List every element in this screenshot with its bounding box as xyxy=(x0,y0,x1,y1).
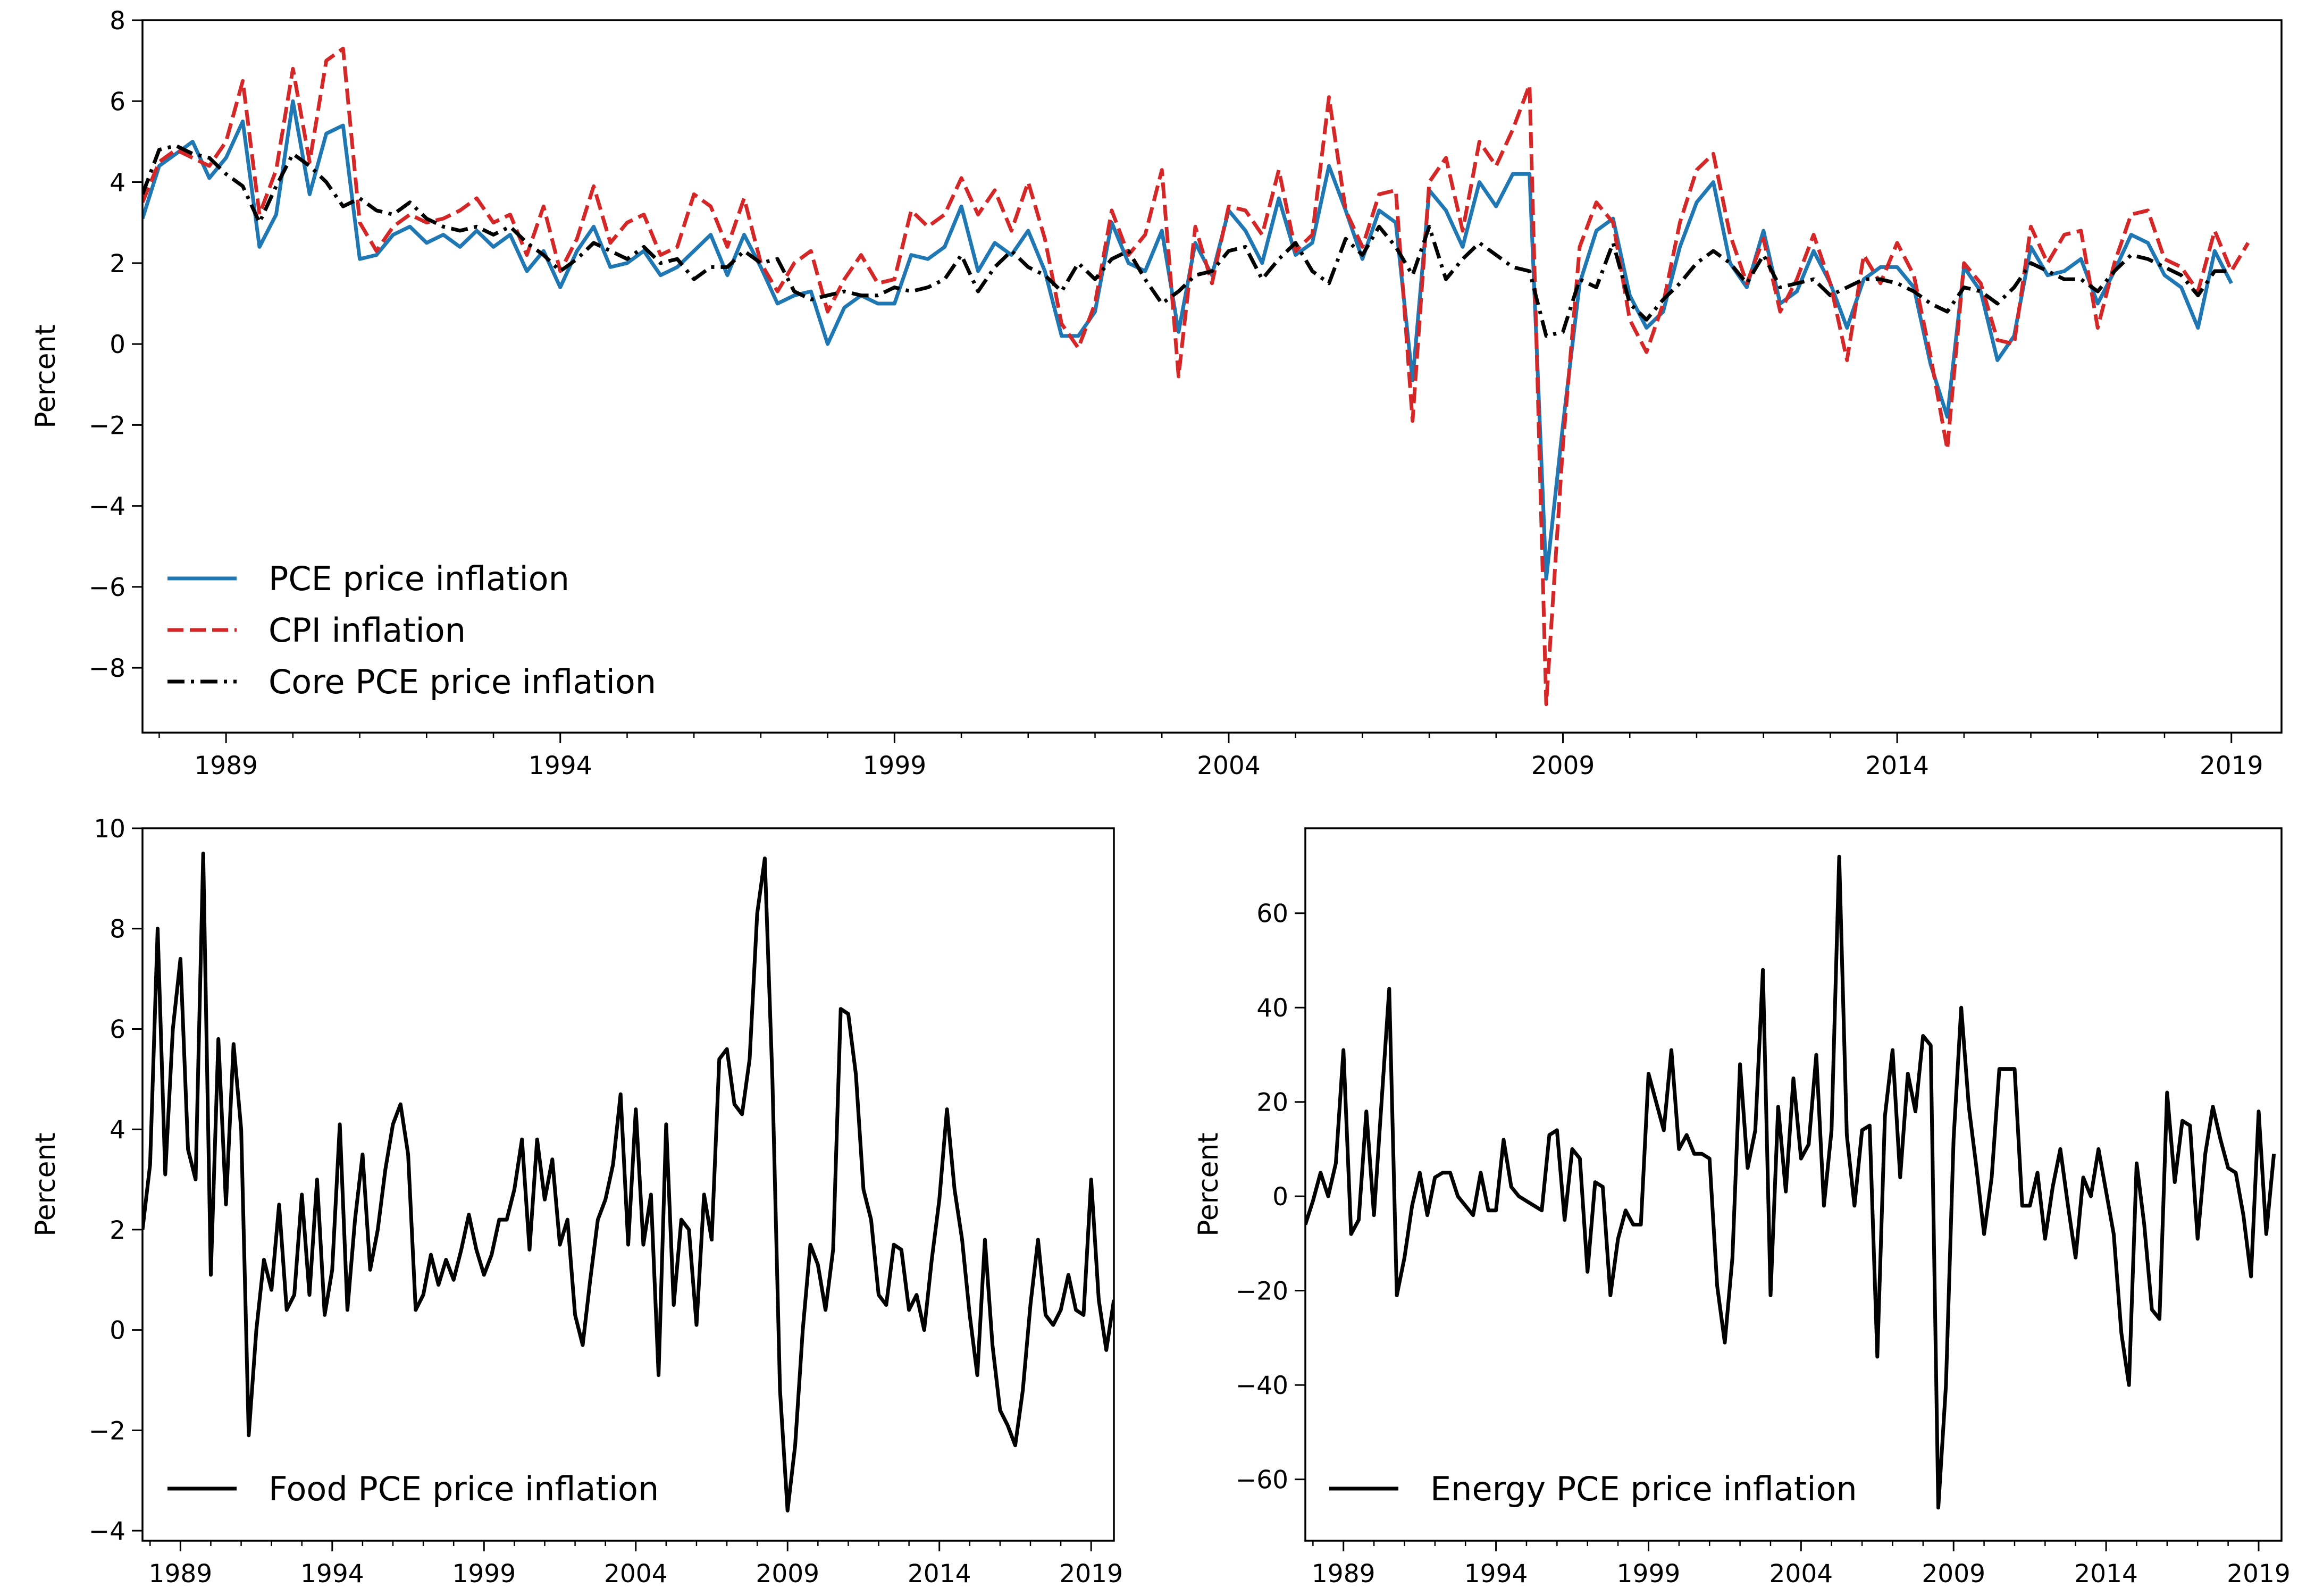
energy-y-tick-label: −40 xyxy=(1236,1371,1288,1400)
energy-legend-label-0: Energy PCE price inflation xyxy=(1430,1469,1857,1508)
top-x-tick-label: 2004 xyxy=(1197,751,1261,780)
energy-y-tick-label: −20 xyxy=(1236,1277,1288,1306)
top-y-tick-label: 4 xyxy=(110,169,125,198)
energy-y-tick-label: −60 xyxy=(1236,1466,1288,1495)
food-x-tick-label: 2009 xyxy=(756,1559,819,1589)
top-x-tick-label: 2019 xyxy=(2200,751,2263,780)
top-legend-label-2: Core PCE price inflation xyxy=(269,662,656,701)
food-y-tick-label: −2 xyxy=(89,1416,125,1446)
top-y-axis-label: Percent xyxy=(30,324,62,429)
food-x-tick-label: 2004 xyxy=(604,1559,668,1589)
top-series-line-0 xyxy=(142,99,2233,581)
energy-x-tick-label: 1994 xyxy=(1464,1559,1528,1589)
energy-x-tick-label: 1989 xyxy=(1312,1559,1376,1589)
energy-x-tick-label: 2019 xyxy=(2227,1559,2291,1589)
top-y-tick-label: −6 xyxy=(89,573,125,602)
top-y-tick-label: −2 xyxy=(89,411,125,440)
top-axes-frame xyxy=(141,19,2283,734)
top-legend-label-0: PCE price inflation xyxy=(269,559,569,598)
food-panel-chart: 1989 1994 1999 2004 2009 2014 2019 10 8 6 4 2 0 −2 −4 P… xyxy=(30,814,1123,1589)
top-x-tick-label: 1994 xyxy=(529,751,592,780)
food-y-axis-label: Percent xyxy=(30,1132,62,1237)
energy-y-tick-label: 40 xyxy=(1256,994,1288,1023)
energy-series-line-0 xyxy=(1305,854,2276,1510)
energy-axes-frame xyxy=(1304,827,2283,1542)
food-series-line-0 xyxy=(142,851,1114,1513)
top-legend-label-1: CPI inflation xyxy=(269,611,466,650)
energy-y-axis-label: Percent xyxy=(1193,1132,1225,1237)
top-series-line-1 xyxy=(142,46,2250,707)
top-y-tick-label: 8 xyxy=(110,6,125,36)
food-legend-label-0: Food PCE price inflation xyxy=(269,1469,659,1508)
energy-x-tick-label: 2009 xyxy=(1922,1559,1985,1589)
energy-x-tick-label: 1999 xyxy=(1617,1559,1681,1589)
energy-x-tick-label: 2014 xyxy=(2074,1559,2138,1589)
energy-x-tick-label: 2004 xyxy=(1769,1559,1833,1589)
food-y-tick-label: 10 xyxy=(94,814,125,844)
food-x-tick-label: 2019 xyxy=(1059,1559,1123,1589)
food-y-tick-label: 2 xyxy=(110,1216,125,1245)
top-y-tick-label: −8 xyxy=(89,654,125,683)
food-x-tick-label: 1994 xyxy=(300,1559,364,1589)
energy-panel-chart: 1989 1994 1999 2004 2009 2014 2019 60 40 20 0 −20 −4… xyxy=(1193,827,2291,1589)
food-x-tick-label: 1989 xyxy=(149,1559,213,1589)
food-y-tick-label: 4 xyxy=(110,1115,125,1145)
top-series-line-2 xyxy=(142,144,2232,338)
top-x-tick-label: 2009 xyxy=(1531,751,1595,780)
food-x-tick-label: 2014 xyxy=(908,1559,971,1589)
top-y-tick-label: −4 xyxy=(89,492,125,522)
top-y-tick-label: 0 xyxy=(110,330,125,359)
food-y-tick-label: 0 xyxy=(110,1316,125,1346)
top-x-tick-label: 1989 xyxy=(194,751,258,780)
energy-y-tick-label: 60 xyxy=(1256,900,1288,929)
top-y-tick-label: 6 xyxy=(110,87,125,116)
top-x-tick-label: 1999 xyxy=(863,751,927,780)
food-y-tick-label: 8 xyxy=(110,915,125,944)
food-x-tick-label: 1999 xyxy=(452,1559,516,1589)
energy-y-tick-label: 0 xyxy=(1272,1182,1288,1212)
food-y-tick-label: −4 xyxy=(89,1517,125,1546)
food-axes-frame xyxy=(141,827,1115,1542)
top-x-tick-label: 2014 xyxy=(1865,751,1929,780)
top-panel-chart: 1989 1994 1999 2004 2009 2014 2019 8 6 4 2 0 −2 −4 −6 −… xyxy=(30,6,2283,780)
top-y-tick-label: 2 xyxy=(110,249,125,279)
energy-y-tick-label: 20 xyxy=(1256,1088,1288,1118)
food-y-tick-label: 6 xyxy=(110,1015,125,1044)
